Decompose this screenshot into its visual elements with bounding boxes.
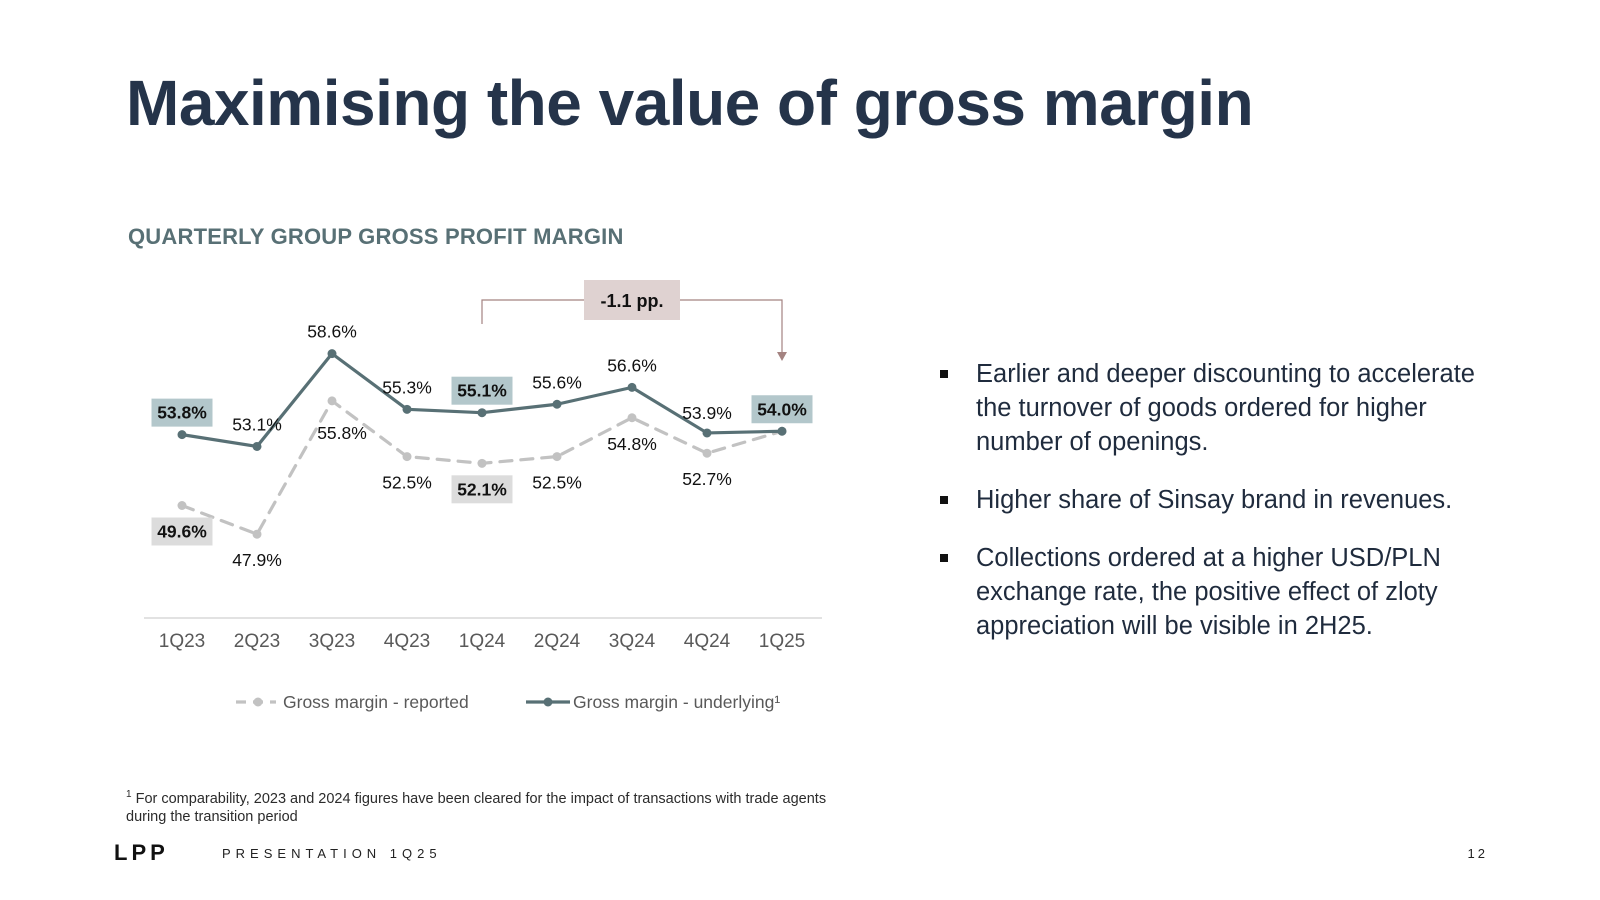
x-tick-label: 3Q23 [309,631,355,652]
data-label-reported: 52.5% [532,473,582,493]
bullet-list: Earlier and deeper discounting to accele… [938,357,1498,667]
data-point-underlying [552,399,562,409]
data-point-underlying [627,382,637,392]
data-point-underlying [252,441,262,451]
company-logo: LPP [114,840,169,865]
data-label-underlying: 56.6% [607,355,657,375]
bullet-item: Earlier and deeper discounting to accele… [938,357,1498,459]
legend-marker-reported [253,697,263,707]
data-label-background [151,398,213,427]
presentation-label: PRESENTATION 1Q25 [222,846,442,861]
data-point-underlying [477,408,487,418]
legend-marker-underlying [543,697,553,707]
footnote-text: For comparability, 2023 and 2024 figures… [126,790,827,825]
x-tick-label: 4Q23 [384,631,430,652]
data-point-reported [627,413,637,423]
bullet-item: Collections ordered at a higher USD/PLN … [938,541,1498,643]
x-tick-label: 2Q24 [534,631,581,652]
data-label-background [451,376,513,405]
x-tick-label: 3Q24 [609,631,656,652]
data-label-underlying: 58.6% [307,322,357,342]
footnote: 1 For comparability, 2023 and 2024 figur… [126,786,846,826]
data-label-reported: 52.1% [457,479,507,499]
square-bullet-icon [940,496,948,504]
data-point-underlying [702,428,712,438]
data-label-underlying: 53.8% [157,403,207,423]
data-label-reported: 55.8% [317,423,367,443]
annotation-arrowhead [777,352,787,361]
bullet-text: Earlier and deeper discounting to accele… [976,360,1475,456]
annotation-text: -1.1 pp. [600,291,663,311]
data-point-underlying [327,349,337,359]
data-point-reported [252,529,262,539]
data-label-reported: 54.8% [607,434,657,454]
data-label-underlying: 54.0% [757,399,807,419]
legend-label-underlying: Gross margin - underlying¹ [573,692,780,712]
data-label-underlying: 55.3% [382,377,432,397]
data-label-background [451,475,513,504]
page-number: 12 [1467,846,1488,861]
data-label-reported: 49.6% [157,522,207,542]
square-bullet-icon [940,554,948,562]
data-label-underlying: 53.9% [682,403,732,423]
data-label-underlying: 55.6% [532,372,582,392]
data-point-reported [177,501,187,510]
data-point-reported [552,452,562,462]
data-point-reported [702,448,712,458]
data-label-reported: 52.5% [382,473,432,493]
bullet-text: Collections ordered at a higher USD/PLN … [976,544,1441,640]
data-label-underlying: 53.1% [232,414,282,434]
annotation-box [584,280,680,320]
data-point-reported [477,458,487,468]
data-point-underlying [177,430,187,440]
data-label-underlying: 55.1% [457,381,507,401]
data-label-background [751,395,813,424]
x-tick-label: 1Q23 [159,631,205,652]
data-label-reported: 47.9% [232,550,282,570]
x-tick-label: 2Q23 [234,631,280,652]
footnote-marker: 1 [126,789,132,800]
chart-subtitle: QUARTERLY GROUP GROSS PROFIT MARGIN [128,224,624,249]
data-point-reported [327,396,337,406]
page-title: Maximising the value of gross margin [126,67,1254,139]
data-point-reported [402,452,412,462]
data-point-underlying [777,426,787,436]
data-point-underlying [402,404,412,414]
gross-margin-chart: 1Q23 2Q23 3Q23 4Q23 1Q24 2Q24 3Q24 4Q24 1Q25 53.8… [144,280,822,712]
square-bullet-icon [940,370,948,378]
data-label-background [151,517,213,546]
x-tick-label: 1Q25 [759,631,805,652]
x-tick-label: 4Q24 [684,631,731,652]
bullet-text: Higher share of Sinsay brand in revenues… [976,486,1453,514]
x-tick-label: 1Q24 [459,631,506,652]
bullet-item: Higher share of Sinsay brand in revenues… [938,483,1498,517]
data-label-reported: 52.7% [682,469,732,489]
legend-label-reported: Gross margin - reported [283,692,469,712]
